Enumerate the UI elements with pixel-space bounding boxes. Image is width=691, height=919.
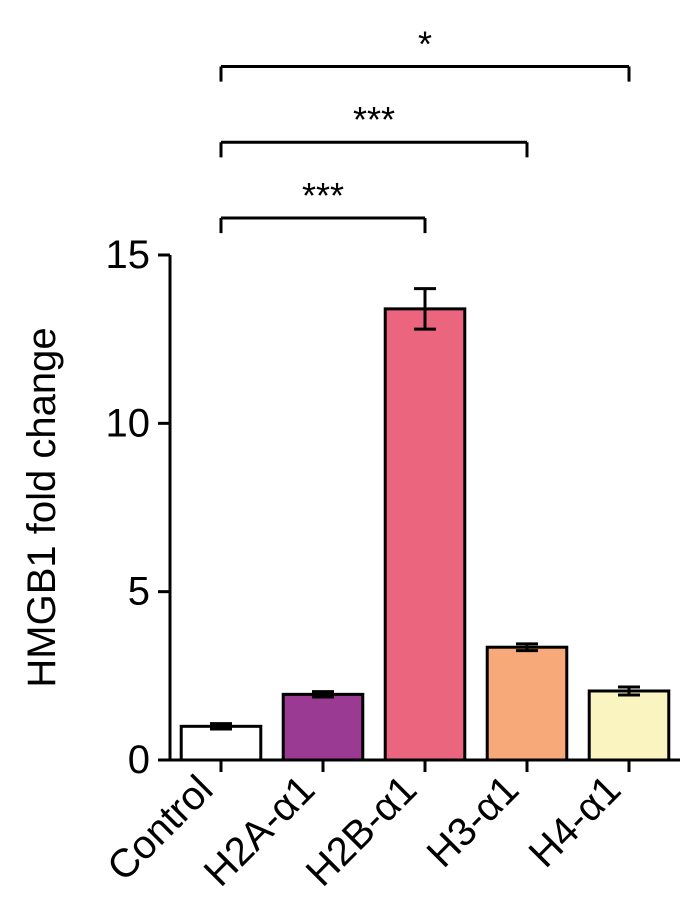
y-axis-label: HMGB1 fold change (20, 327, 64, 687)
bar (283, 694, 363, 760)
bar-chart: 051015HMGB1 fold changeControlH2A-α1H2B-… (0, 0, 691, 919)
y-tick-label: 5 (128, 570, 150, 614)
sig-label: * (418, 23, 432, 64)
y-tick-label: 0 (128, 738, 150, 782)
bar (385, 309, 465, 760)
y-tick-label: 15 (106, 233, 151, 277)
bar (181, 726, 261, 760)
bar (589, 691, 669, 760)
sig-label: *** (302, 175, 344, 216)
chart-svg: 051015HMGB1 fold changeControlH2A-α1H2B-… (0, 0, 691, 919)
sig-label: *** (353, 99, 395, 140)
y-tick-label: 10 (106, 401, 151, 445)
bar (487, 647, 567, 760)
